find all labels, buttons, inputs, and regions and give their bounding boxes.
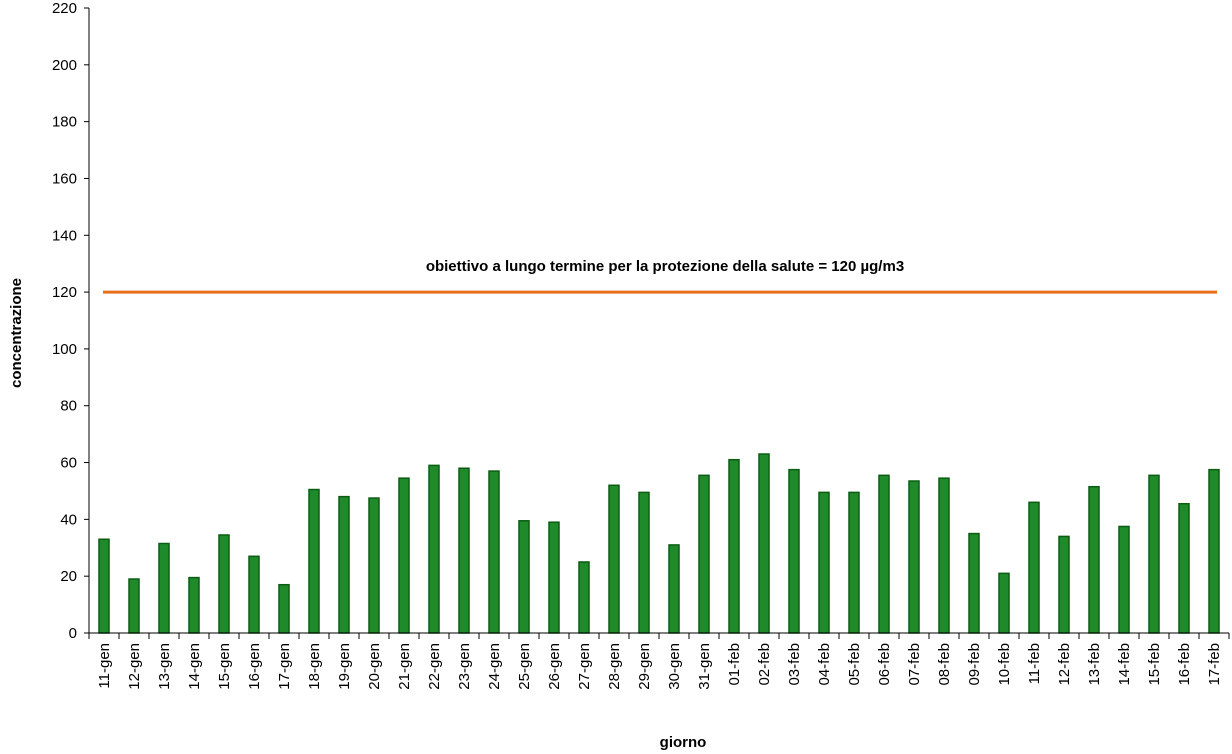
x-tick-label: 21-gen xyxy=(396,643,413,690)
x-tick-label: 07-feb xyxy=(906,643,923,686)
y-tick-label: 20 xyxy=(60,568,77,585)
x-tick-label: 10-feb xyxy=(996,643,1013,686)
x-tick-label: 24-gen xyxy=(486,643,503,690)
y-tick-label: 140 xyxy=(52,227,77,244)
bar xyxy=(638,491,650,634)
x-tick-label: 15-gen xyxy=(216,643,233,690)
bar xyxy=(698,474,710,634)
x-tick-label: 15-feb xyxy=(1146,643,1163,686)
x-tick-label: 14-feb xyxy=(1116,643,1133,686)
bar xyxy=(128,578,140,634)
bar xyxy=(1148,474,1160,634)
x-tick-label: 27-gen xyxy=(576,643,593,690)
x-tick-label: 13-gen xyxy=(156,643,173,690)
bar xyxy=(608,484,620,634)
bar xyxy=(788,468,800,634)
bar xyxy=(278,583,290,634)
bar xyxy=(938,477,950,634)
bar xyxy=(998,572,1010,634)
y-tick-label: 80 xyxy=(60,398,77,415)
x-tick-label: 31-gen xyxy=(696,643,713,690)
x-tick-label: 22-gen xyxy=(426,643,443,690)
y-tick-label: 200 xyxy=(52,57,77,74)
y-tick-label: 40 xyxy=(60,511,77,528)
bar xyxy=(338,495,350,634)
y-tick-label: 120 xyxy=(52,284,77,301)
x-tick-label: 14-gen xyxy=(186,643,203,690)
x-tick-label: 06-feb xyxy=(876,643,893,686)
bar xyxy=(218,534,230,634)
bar xyxy=(308,488,320,634)
bar xyxy=(758,453,770,634)
x-tick-label: 28-gen xyxy=(606,643,623,690)
y-axis-ticks: 0 20 40 60 80 100 120 140 160 180 200 220 xyxy=(52,0,89,642)
reference-line-label: obiettivo a lungo termine per la protezi… xyxy=(426,258,904,275)
x-tick-label: 29-gen xyxy=(636,643,653,690)
bar xyxy=(728,458,740,634)
x-tick-label: 12-feb xyxy=(1056,643,1073,686)
x-tick-label: 30-gen xyxy=(666,643,683,690)
bar xyxy=(1088,485,1100,634)
bar xyxy=(428,464,440,634)
y-tick-label: 0 xyxy=(69,625,77,642)
x-tick-label: 08-feb xyxy=(936,643,953,686)
x-tick-label: 05-feb xyxy=(846,643,863,686)
y-tick-label: 60 xyxy=(60,455,77,472)
x-tick-label: 04-feb xyxy=(816,643,833,686)
x-tick-label: 17-gen xyxy=(276,643,293,690)
x-tick-label: 12-gen xyxy=(126,643,143,690)
x-tick-label: 16-feb xyxy=(1176,643,1193,686)
x-tick-label: 09-feb xyxy=(966,643,983,686)
bar xyxy=(398,477,410,634)
bar xyxy=(98,538,110,634)
bar xyxy=(458,467,470,634)
y-axis-title: concentrazione xyxy=(8,278,25,388)
x-tick-label: 03-feb xyxy=(786,643,803,686)
bar xyxy=(488,470,500,634)
bar xyxy=(908,480,920,634)
y-tick-label: 160 xyxy=(52,170,77,187)
bar xyxy=(578,561,590,634)
bar xyxy=(188,576,200,634)
bar xyxy=(248,555,260,634)
x-tick-label: 26-gen xyxy=(546,643,563,690)
bar xyxy=(518,520,530,634)
x-tick-label: 11-gen xyxy=(96,643,113,689)
bar xyxy=(1058,535,1070,634)
x-tick-label: 17-feb xyxy=(1206,643,1223,686)
x-axis-title: giorno xyxy=(660,734,707,751)
y-tick-label: 180 xyxy=(52,114,77,131)
x-tick-label: 19-gen xyxy=(336,643,353,690)
y-tick-label: 220 xyxy=(52,0,77,17)
x-tick-label: 18-gen xyxy=(306,643,323,690)
bar xyxy=(818,491,830,634)
bar xyxy=(968,532,980,634)
bar xyxy=(1178,502,1190,634)
bar xyxy=(1028,501,1040,634)
x-tick-label: 25-gen xyxy=(516,643,533,690)
x-axis-ticks: 11-gen 12-gen 13-gen 14-gen 15-gen 16-gen 17-g… xyxy=(88,633,1230,690)
y-tick-label: 100 xyxy=(52,341,77,358)
x-tick-label: 13-feb xyxy=(1086,643,1103,686)
x-tick-label: 02-feb xyxy=(756,643,773,686)
x-tick-label: 11-feb xyxy=(1026,643,1043,684)
bar xyxy=(1118,525,1130,634)
bar xyxy=(548,521,560,634)
x-tick-label: 23-gen xyxy=(456,643,473,690)
bar xyxy=(158,542,170,634)
bar-series xyxy=(98,453,1220,634)
bar xyxy=(878,474,890,634)
bar xyxy=(668,544,680,634)
bar xyxy=(1208,468,1220,634)
x-tick-label: 16-gen xyxy=(246,643,263,690)
x-tick-label: 20-gen xyxy=(366,643,383,690)
bar xyxy=(848,491,860,634)
bar xyxy=(368,497,380,634)
x-tick-label: 01-feb xyxy=(726,643,743,686)
